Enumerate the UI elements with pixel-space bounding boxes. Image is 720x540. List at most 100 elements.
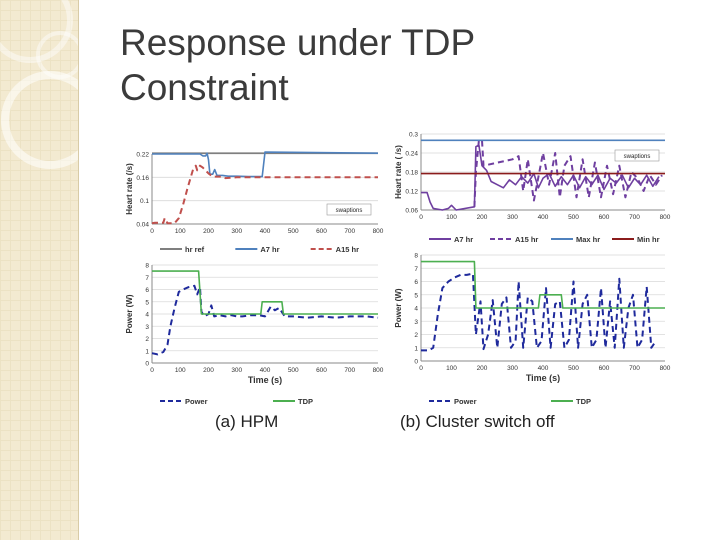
x-tick-label: 400: [538, 214, 549, 221]
x-tick-label: 200: [203, 228, 214, 235]
x-tick-label: 0: [150, 228, 154, 235]
y-tick-label: 7: [414, 266, 418, 273]
y-tick-label: 0.18: [405, 170, 418, 177]
x-tick-label: 700: [629, 214, 640, 221]
y-tick-label: 8: [145, 263, 149, 270]
series-line: [421, 260, 665, 309]
y-tick-label: 1: [414, 345, 418, 352]
legend-label: hr ref: [185, 245, 205, 254]
series-line: [152, 151, 379, 178]
slide-title-line2: Constraint: [120, 67, 289, 108]
legend-label: A15 hr: [515, 235, 538, 244]
x-tick-label: 100: [446, 214, 457, 221]
series-line: [151, 164, 378, 225]
x-tick-label: 600: [599, 214, 610, 221]
caption-a: (a) HPM: [215, 412, 278, 431]
legend-label: A7 hr: [260, 245, 279, 254]
x-tick-label: 700: [344, 367, 355, 374]
series-line: [151, 284, 379, 356]
y-tick-label: 0.3: [409, 132, 418, 139]
chart-cluster-power: 0 1 2 3 4 5 6 7 8 0 100 200 300 400 500 600 700 800 Power …: [394, 253, 671, 407]
chart-cluster-heart-rate: 0.06 0.12 0.18 0.24 0.3 0 100 200 300 400 500 600 70…: [394, 132, 671, 245]
annotation-box: [614, 149, 660, 162]
y-tick-label: 5: [145, 299, 149, 306]
y-tick-label: 0.1: [140, 198, 149, 205]
y-tick-label: 5: [414, 292, 418, 299]
legend-label: A7 hr: [454, 235, 473, 244]
caption-b: (b) Cluster switch off: [400, 412, 555, 431]
x-tick-label: 800: [660, 365, 671, 372]
y-tick-label: 8: [414, 253, 418, 260]
x-tick-label: 800: [660, 214, 671, 221]
x-axis-label: Time (s): [526, 373, 560, 383]
x-tick-label: 500: [288, 228, 299, 235]
x-tick-label: 200: [477, 365, 488, 372]
slide-title: Response under TDP Constraint: [120, 20, 580, 110]
legend-label: Power: [454, 397, 477, 406]
series-line: [473, 139, 663, 207]
y-tick-label: 2: [414, 332, 418, 339]
annotation-box: [326, 203, 372, 216]
y-tick-label: 3: [145, 324, 149, 331]
x-tick-label: 500: [568, 214, 579, 221]
y-tick-label: 1: [145, 348, 149, 355]
y-tick-label: 2: [145, 336, 149, 343]
x-tick-label: 100: [446, 365, 457, 372]
x-tick-label: 500: [288, 367, 299, 374]
slide-sidebar-decoration: [0, 0, 79, 540]
x-tick-label: 700: [344, 228, 355, 235]
y-tick-label: 3: [414, 319, 418, 326]
x-tick-label: 600: [316, 228, 327, 235]
x-tick-label: 200: [477, 214, 488, 221]
series-line: [421, 144, 660, 211]
legend-label: Power: [185, 397, 208, 406]
y-tick-label: 6: [145, 287, 149, 294]
y-tick-label: 0.22: [136, 152, 149, 159]
y-axis-label: Power (W): [394, 288, 403, 327]
x-tick-label: 0: [150, 367, 154, 374]
x-tick-label: 300: [231, 367, 242, 374]
chart-hpm-power: 0 1 2 3 4 5 6 7 8 0 100 200 300 400 500 600 700 800 Power …: [125, 263, 384, 407]
y-tick-label: 0.06: [405, 208, 418, 215]
x-tick-label: 600: [316, 367, 327, 374]
slide-title-line1: Response under TDP: [120, 22, 476, 63]
x-tick-label: 400: [260, 367, 271, 374]
y-tick-label: 0.12: [405, 189, 418, 196]
x-tick-label: 300: [507, 365, 518, 372]
x-tick-label: 800: [373, 228, 384, 235]
y-tick-label: 6: [414, 279, 418, 286]
x-tick-label: 0: [419, 365, 423, 372]
y-tick-label: 0: [145, 361, 149, 368]
x-axis-label: Time (s): [248, 375, 282, 385]
legend-label: Min hr: [637, 235, 660, 244]
x-tick-label: 700: [629, 365, 640, 372]
x-tick-label: 600: [599, 365, 610, 372]
x-tick-label: 100: [175, 228, 186, 235]
y-axis-label: Heart rate ( /s): [394, 145, 403, 199]
x-tick-label: 400: [538, 365, 549, 372]
chart-hpm-heart-rate: 0.04 0.1 0.16 0.22 0 100 200 300 400 500 600 700 800…: [125, 151, 384, 254]
x-tick-label: 300: [231, 228, 242, 235]
y-tick-label: 0.24: [405, 151, 418, 158]
y-tick-label: 7: [145, 275, 149, 282]
results-figure-svg: 0.040.10.160.220 100 200 300 400 500 600 700 800…: [125, 132, 671, 432]
x-tick-label: 800: [373, 367, 384, 374]
x-tick-label: 0: [419, 214, 423, 221]
legend-label: A15 hr: [336, 245, 359, 254]
x-tick-label: 300: [507, 214, 518, 221]
x-tick-label: 200: [203, 367, 214, 374]
sidebar-circles-decoration: [0, 0, 78, 169]
x-tick-label: 400: [260, 228, 271, 235]
legend-label: TDP: [576, 397, 591, 406]
y-tick-label: 0.16: [136, 175, 149, 182]
y-tick-label: 4: [145, 312, 149, 319]
y-tick-label: 4: [414, 306, 418, 313]
y-axis-label: Heart rate (/s): [125, 163, 134, 215]
y-tick-label: 0.04: [136, 222, 149, 229]
y-axis-label: Power (W): [125, 294, 134, 333]
annotation-label: swaptions: [336, 208, 363, 214]
x-tick-label: 500: [568, 365, 579, 372]
x-tick-label: 100: [175, 367, 186, 374]
series-line: [421, 272, 657, 352]
series-line: [152, 270, 378, 315]
